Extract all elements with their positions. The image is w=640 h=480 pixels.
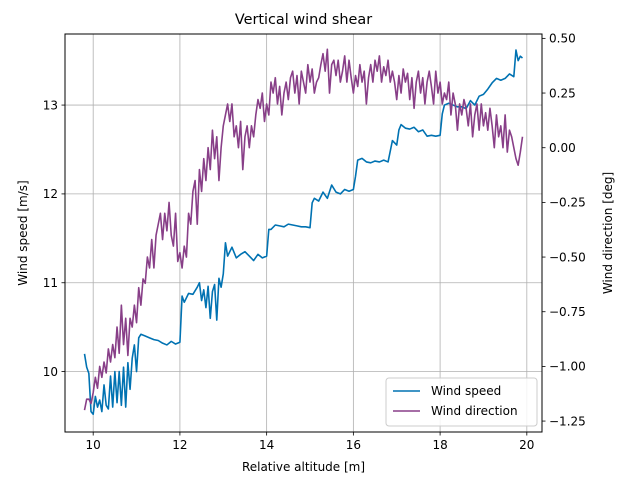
- y-right-axis-ticks: −1.25 −1.00 −0.75 −0.50 −0.25 0.00 0.25 0.50: [542, 32, 586, 428]
- y-left-axis-label: Wind speed [m/s]: [16, 180, 30, 285]
- plot-frame: [64, 33, 543, 433]
- y-right-tick-label: 0.25: [549, 86, 576, 100]
- x-tick-label: 18: [432, 438, 447, 452]
- y-right-tick-label: −0.50: [549, 250, 586, 264]
- y-left-axis-ticks: 10 11 12 13: [43, 98, 65, 379]
- y-left-tick-label: 13: [43, 98, 58, 112]
- y-right-tick-label: −0.25: [549, 196, 586, 210]
- x-tick-label: 12: [172, 438, 187, 452]
- y-left-tick-label: 10: [43, 365, 58, 379]
- y-right-tick-label: 0.50: [549, 32, 576, 46]
- x-axis-ticks: 10 12 14 16 18 20: [86, 432, 534, 452]
- y-right-tick-label: −1.25: [549, 414, 586, 428]
- x-tick-label: 14: [259, 438, 274, 452]
- x-tick-label: 16: [346, 438, 361, 452]
- x-tick-label: 10: [86, 438, 101, 452]
- x-tick-label: 20: [519, 438, 534, 452]
- y-right-tick-label: −1.00: [549, 360, 586, 374]
- series-line-wind-speed: [83, 49, 523, 416]
- series-line-wind-direction: [83, 48, 524, 411]
- y-right-tick-label: −0.75: [549, 305, 586, 319]
- y-right-tick-label: 0.00: [549, 141, 576, 155]
- legend: Wind speed Wind direction: [385, 377, 538, 427]
- legend-label-wind-direction: Wind direction: [431, 404, 518, 418]
- y-left-tick-label: 12: [43, 187, 58, 201]
- series-lines: [83, 48, 524, 416]
- chart-title: Vertical wind shear: [235, 12, 372, 28]
- y-right-axis-label: Wind direction [deg]: [601, 172, 615, 294]
- y-left-tick-label: 11: [43, 276, 58, 290]
- legend-label-wind-speed: Wind speed: [431, 384, 501, 398]
- x-axis-label: Relative altitude [m]: [242, 460, 365, 474]
- legend-box: [385, 377, 538, 427]
